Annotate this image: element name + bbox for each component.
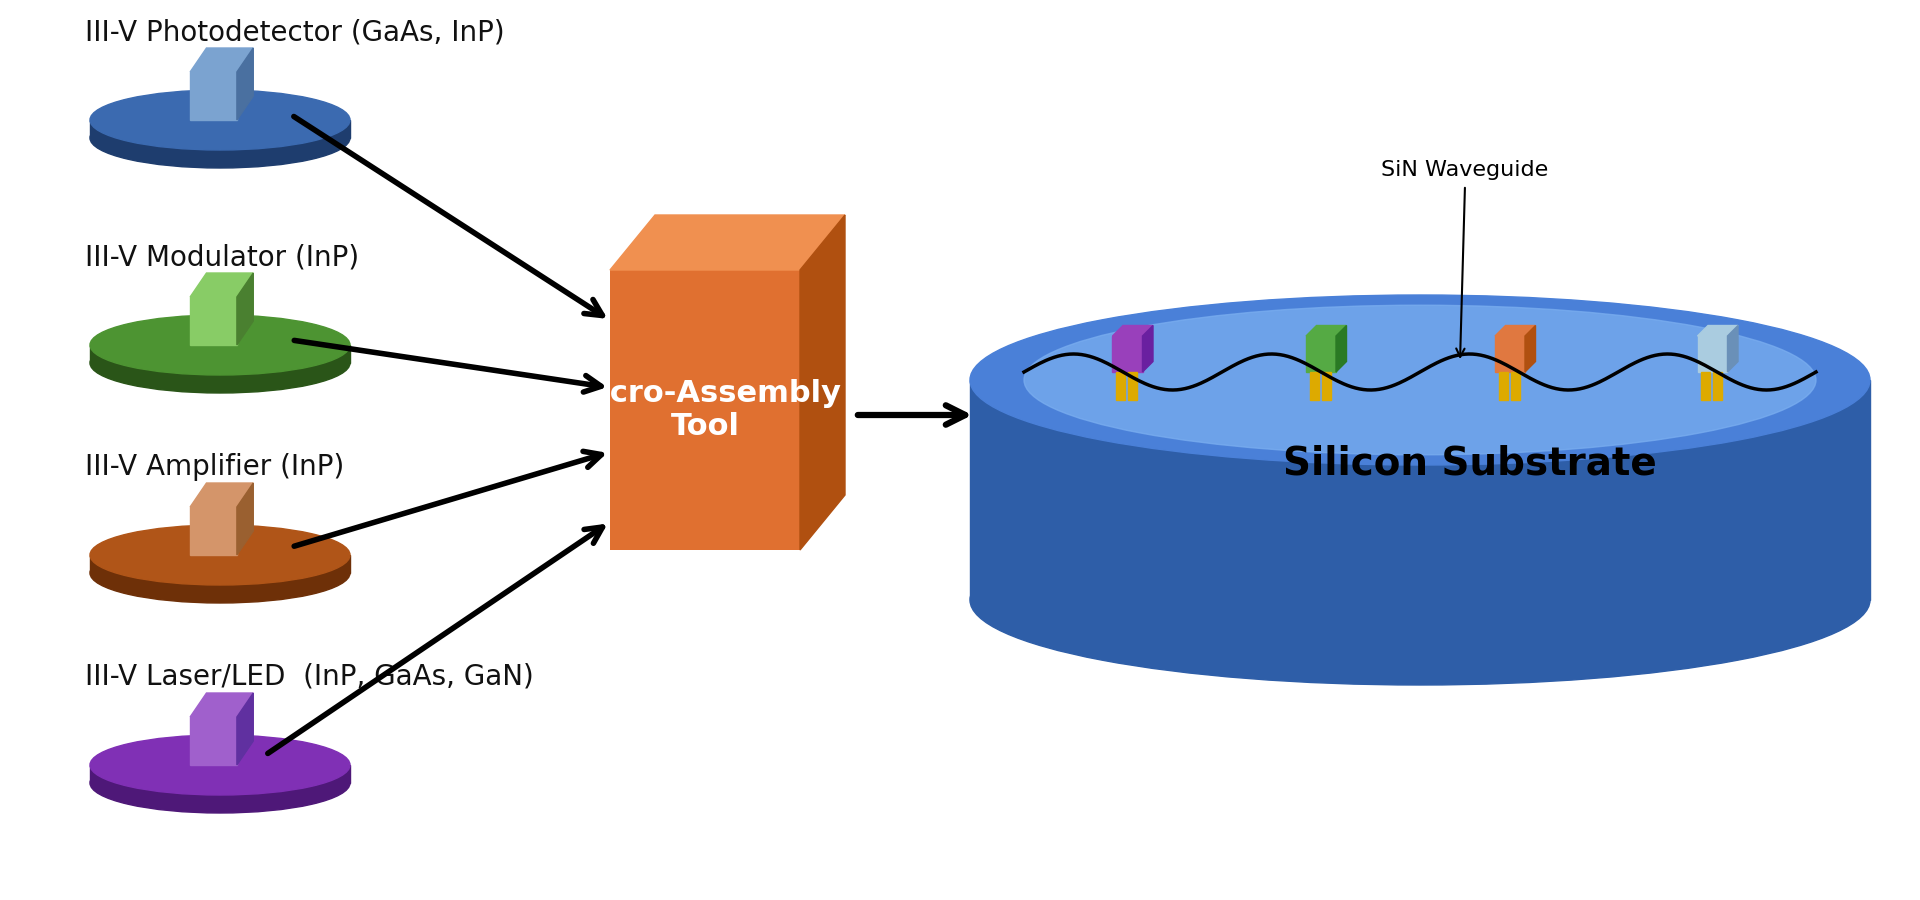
Polygon shape bbox=[970, 380, 1870, 600]
Polygon shape bbox=[1500, 372, 1507, 400]
Polygon shape bbox=[611, 215, 845, 270]
Ellipse shape bbox=[90, 753, 349, 813]
Ellipse shape bbox=[90, 108, 349, 168]
Polygon shape bbox=[236, 48, 253, 120]
Polygon shape bbox=[1306, 336, 1336, 372]
Polygon shape bbox=[801, 215, 845, 550]
Polygon shape bbox=[1116, 372, 1125, 400]
Ellipse shape bbox=[90, 333, 349, 393]
Polygon shape bbox=[236, 483, 253, 555]
Text: III-V Laser/LED  (InP, GaAs, GaN): III-V Laser/LED (InP, GaAs, GaN) bbox=[84, 663, 534, 691]
Polygon shape bbox=[1697, 336, 1728, 372]
Polygon shape bbox=[1728, 326, 1738, 372]
Polygon shape bbox=[1496, 326, 1536, 336]
Polygon shape bbox=[90, 765, 349, 783]
Polygon shape bbox=[1496, 336, 1524, 372]
Polygon shape bbox=[1511, 372, 1521, 400]
Polygon shape bbox=[190, 72, 236, 120]
Bar bbox=[611, 270, 801, 550]
Ellipse shape bbox=[970, 515, 1870, 685]
Polygon shape bbox=[1306, 326, 1346, 336]
Text: III-V Amplifier (InP): III-V Amplifier (InP) bbox=[84, 453, 344, 481]
Ellipse shape bbox=[970, 295, 1870, 465]
Ellipse shape bbox=[1023, 305, 1816, 454]
Polygon shape bbox=[1112, 336, 1142, 372]
Ellipse shape bbox=[90, 90, 349, 150]
Polygon shape bbox=[190, 717, 236, 765]
Polygon shape bbox=[190, 48, 253, 72]
Polygon shape bbox=[1701, 372, 1711, 400]
Text: III-V Photodetector (GaAs, InP): III-V Photodetector (GaAs, InP) bbox=[84, 18, 505, 46]
Polygon shape bbox=[1713, 372, 1722, 400]
Polygon shape bbox=[90, 555, 349, 573]
Polygon shape bbox=[1309, 372, 1319, 400]
Polygon shape bbox=[190, 693, 253, 717]
Polygon shape bbox=[1336, 326, 1346, 372]
Polygon shape bbox=[236, 693, 253, 765]
Polygon shape bbox=[190, 483, 253, 507]
Polygon shape bbox=[190, 297, 236, 345]
Polygon shape bbox=[1321, 372, 1331, 400]
Polygon shape bbox=[90, 345, 349, 363]
Ellipse shape bbox=[90, 735, 349, 795]
Ellipse shape bbox=[90, 525, 349, 585]
Polygon shape bbox=[1112, 326, 1154, 336]
Polygon shape bbox=[190, 507, 236, 555]
Polygon shape bbox=[1697, 326, 1738, 336]
Polygon shape bbox=[90, 120, 349, 138]
Text: III-V Modulator (InP): III-V Modulator (InP) bbox=[84, 243, 359, 271]
Polygon shape bbox=[1129, 372, 1137, 400]
Polygon shape bbox=[1142, 326, 1154, 372]
Text: Micro-Assembly
Tool: Micro-Assembly Tool bbox=[568, 379, 841, 441]
Text: Silicon Substrate: Silicon Substrate bbox=[1283, 445, 1657, 482]
Polygon shape bbox=[236, 273, 253, 345]
Polygon shape bbox=[1524, 326, 1536, 372]
Text: SiN Waveguide: SiN Waveguide bbox=[1380, 160, 1549, 180]
Ellipse shape bbox=[90, 315, 349, 375]
Ellipse shape bbox=[90, 543, 349, 603]
Polygon shape bbox=[190, 273, 253, 297]
